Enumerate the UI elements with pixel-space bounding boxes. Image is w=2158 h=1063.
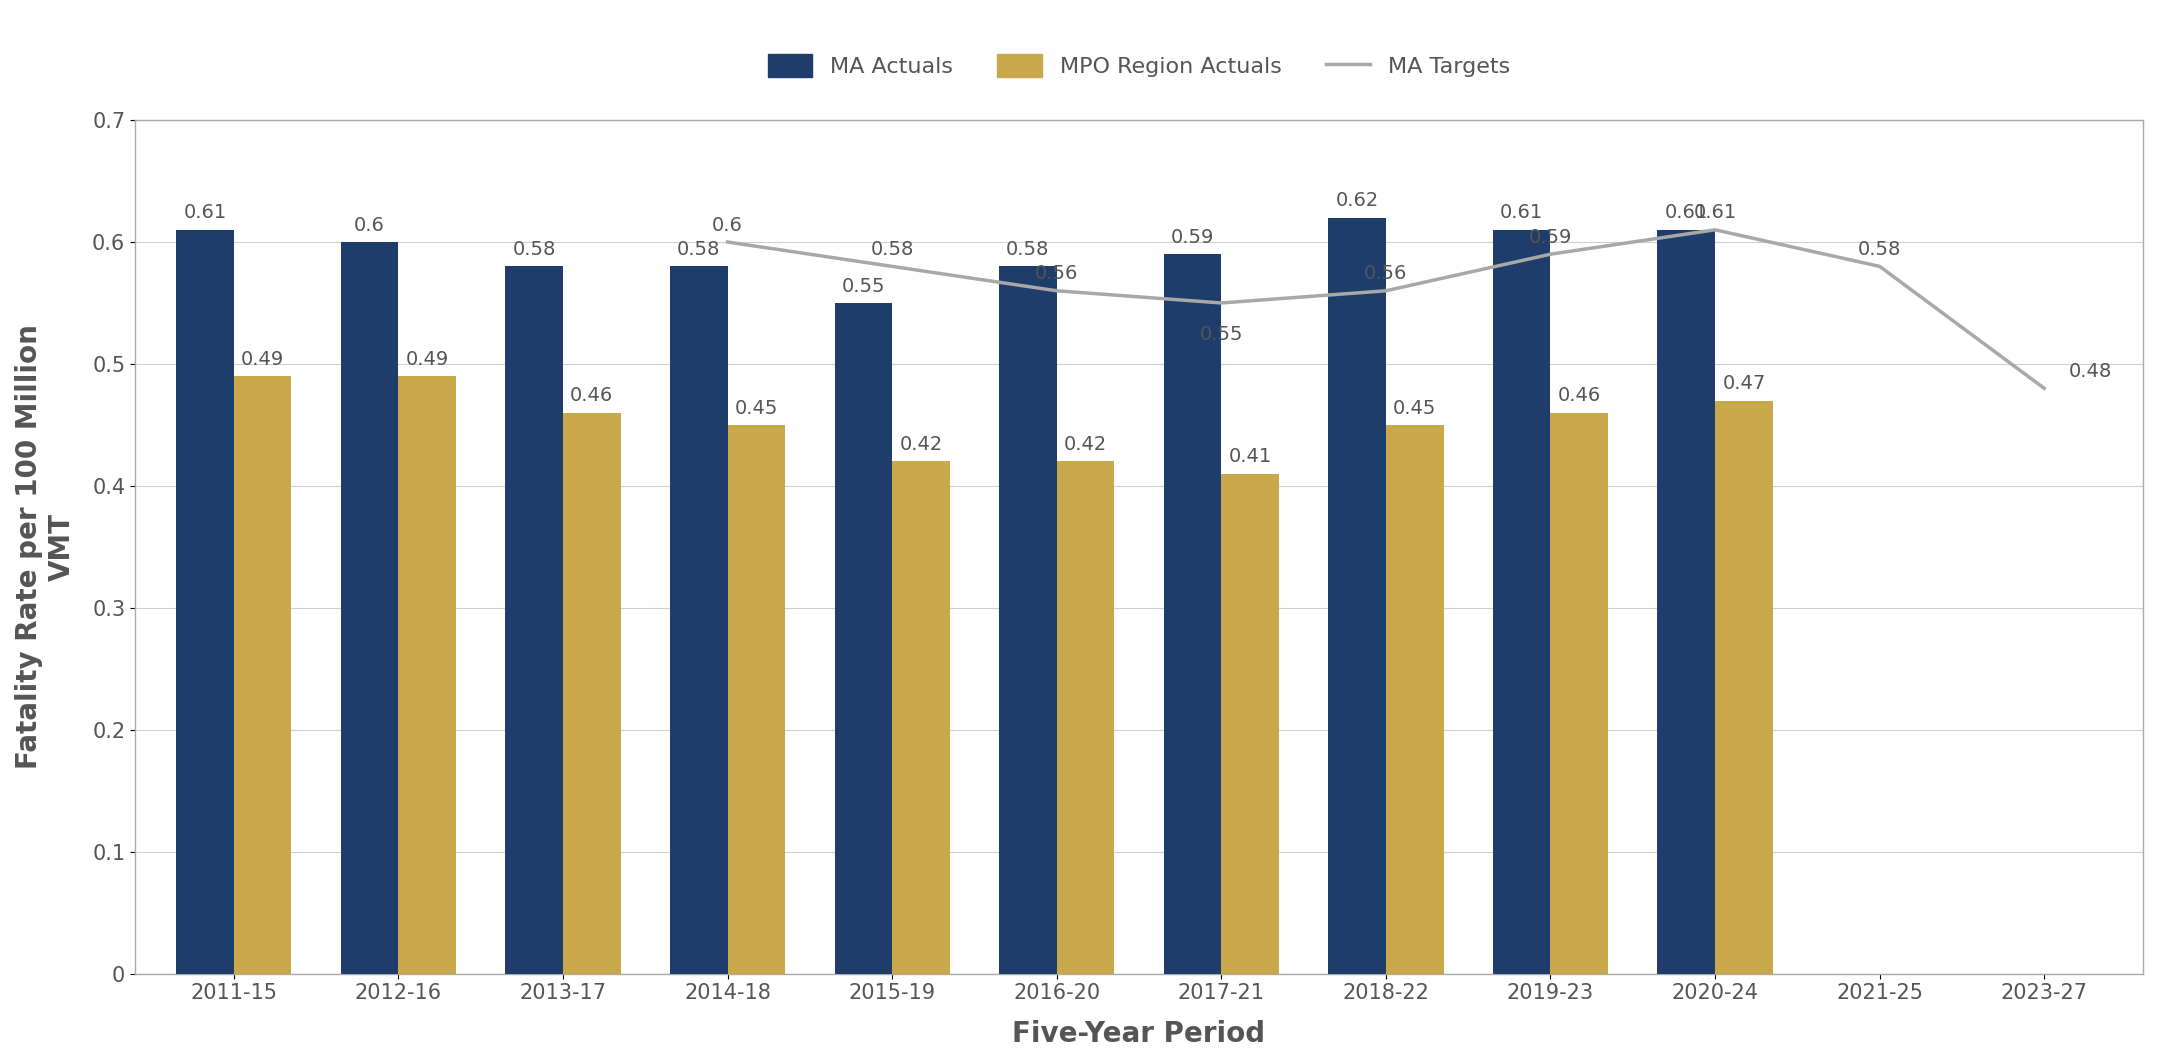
Bar xyxy=(999,267,1057,974)
Text: 0.49: 0.49 xyxy=(406,350,449,369)
Text: 0.61: 0.61 xyxy=(1500,203,1543,222)
Bar xyxy=(177,230,233,974)
Bar xyxy=(505,267,563,974)
Bar xyxy=(1493,230,1549,974)
Text: 0.58: 0.58 xyxy=(870,240,913,259)
Text: 0.42: 0.42 xyxy=(1064,435,1107,454)
Bar xyxy=(399,376,455,974)
Bar xyxy=(1221,474,1280,974)
Bar xyxy=(1716,401,1772,974)
Text: 0.6: 0.6 xyxy=(354,216,384,235)
Bar xyxy=(1657,230,1716,974)
Text: 0.58: 0.58 xyxy=(511,240,557,259)
Text: 0.41: 0.41 xyxy=(1228,448,1271,467)
Bar xyxy=(563,412,622,974)
Bar xyxy=(341,242,399,974)
Text: 0.61: 0.61 xyxy=(183,203,227,222)
Bar xyxy=(1329,218,1385,974)
Text: 0.59: 0.59 xyxy=(1528,227,1573,247)
Bar xyxy=(233,376,291,974)
Text: 0.46: 0.46 xyxy=(570,386,613,405)
Text: 0.48: 0.48 xyxy=(2070,362,2113,381)
Text: 0.59: 0.59 xyxy=(1172,227,1215,247)
Text: 0.49: 0.49 xyxy=(242,350,285,369)
Bar xyxy=(891,461,950,974)
Bar xyxy=(1385,425,1444,974)
Text: 0.58: 0.58 xyxy=(678,240,721,259)
Text: 0.47: 0.47 xyxy=(1722,374,1765,393)
Text: 0.56: 0.56 xyxy=(1364,265,1407,284)
Text: 0.46: 0.46 xyxy=(1558,386,1601,405)
Y-axis label: Fatality Rate per 100 Million
VMT: Fatality Rate per 100 Million VMT xyxy=(15,324,76,770)
Text: 0.55: 0.55 xyxy=(842,276,885,296)
Bar xyxy=(1549,412,1608,974)
Bar xyxy=(835,303,891,974)
Legend: MA Actuals, MPO Region Actuals, MA Targets: MA Actuals, MPO Region Actuals, MA Targe… xyxy=(768,54,1511,78)
Text: 0.55: 0.55 xyxy=(1200,325,1243,344)
Text: 0.45: 0.45 xyxy=(1394,399,1437,418)
Bar xyxy=(1057,461,1114,974)
Text: 0.45: 0.45 xyxy=(734,399,779,418)
Text: 0.61: 0.61 xyxy=(1664,203,1707,222)
X-axis label: Five-Year Period: Five-Year Period xyxy=(1012,1020,1265,1048)
Text: 0.58: 0.58 xyxy=(1006,240,1049,259)
Bar xyxy=(727,425,786,974)
Text: 0.42: 0.42 xyxy=(900,435,943,454)
Bar xyxy=(669,267,727,974)
Bar xyxy=(1163,254,1221,974)
Text: 0.56: 0.56 xyxy=(1036,265,1079,284)
Text: 0.62: 0.62 xyxy=(1336,191,1379,210)
Text: 0.58: 0.58 xyxy=(1858,240,1901,259)
Text: 0.61: 0.61 xyxy=(1694,203,1737,222)
Text: 0.6: 0.6 xyxy=(712,216,742,235)
